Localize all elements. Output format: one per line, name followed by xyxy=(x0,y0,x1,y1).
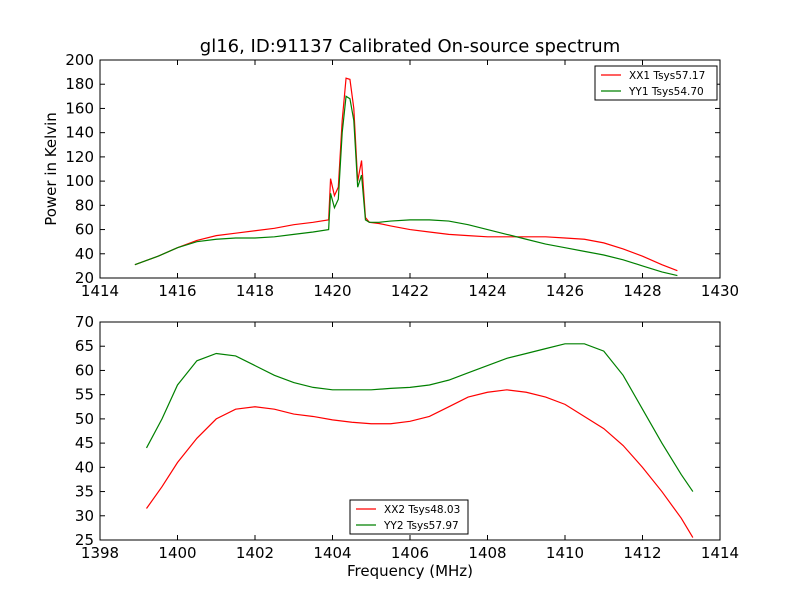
series-line-xx xyxy=(134,77,678,272)
y-axis-label: Power in Kelvin xyxy=(42,112,60,226)
legend-box xyxy=(349,499,469,535)
y-tick-label: 35 xyxy=(75,483,94,501)
y-tick-label: 140 xyxy=(65,124,94,142)
chart-title: gl16, ID:91137 Calibrated On-source spec… xyxy=(200,36,620,57)
y-tick-label: 180 xyxy=(65,75,94,93)
x-tick-label: 1408 xyxy=(468,544,506,562)
y-tick-label: 55 xyxy=(75,386,94,404)
x-tick-label: 1400 xyxy=(158,544,196,562)
y-tick-label: 40 xyxy=(75,458,94,476)
y-tick-label: 70 xyxy=(75,313,94,331)
x-tick-label: 1426 xyxy=(546,282,584,300)
x-tick-label: 1428 xyxy=(623,282,661,300)
x-tick-label: 1414 xyxy=(701,544,739,562)
y-tick-label: 30 xyxy=(75,507,94,525)
series-line-xx xyxy=(146,389,694,538)
x-tick-label: 1414 xyxy=(81,282,119,300)
x-tick-label: 1416 xyxy=(158,282,196,300)
legend-entry: XX1 Tsys57.17 xyxy=(629,70,705,82)
x-tick-label: 1404 xyxy=(313,544,351,562)
x-tick-label: 1410 xyxy=(546,544,584,562)
y-tick-label: 60 xyxy=(75,221,94,239)
x-axis-label: Frequency (MHz) xyxy=(347,562,473,580)
x-tick-label: 1398 xyxy=(81,544,119,562)
y-tick-label: 45 xyxy=(75,434,94,452)
series-line-yy xyxy=(134,95,678,277)
y-tick-label: 200 xyxy=(65,51,94,69)
y-tick-label: 120 xyxy=(65,148,94,166)
y-tick-label: 50 xyxy=(75,410,94,428)
x-tick-label: 1406 xyxy=(391,544,429,562)
legend-entry: YY1 Tsys54.70 xyxy=(628,86,704,98)
x-tick-label: 1418 xyxy=(236,282,274,300)
y-tick-label: 25 xyxy=(75,531,94,549)
x-tick-label: 1420 xyxy=(313,282,351,300)
x-tick-label: 1422 xyxy=(391,282,429,300)
x-tick-label: 1430 xyxy=(701,282,739,300)
y-tick-label: 65 xyxy=(75,337,94,355)
legend-entry: XX2 Tsys48.03 xyxy=(384,504,460,516)
x-tick-label: 1412 xyxy=(623,544,661,562)
bottom-panel-chart: 1398 1400 1402 1404 1406 1408 1410 1412 1414 25 30… xyxy=(75,313,739,580)
legend: XX1 Tsys57.17 YY1 Tsys54.70 xyxy=(594,65,718,101)
legend-entry: YY2 Tsys57.97 xyxy=(383,520,459,532)
legend: XX2 Tsys48.03 YY2 Tsys57.97 xyxy=(349,499,469,535)
x-tick-label: 1402 xyxy=(236,544,274,562)
y-tick-label: 160 xyxy=(65,99,94,117)
legend-box xyxy=(594,65,718,101)
top-panel-chart: 1414 1416 1418 1420 1422 1424 1426 1428 1430 20 40… xyxy=(42,36,739,300)
y-tick-label: 80 xyxy=(75,196,94,214)
y-tick-label: 20 xyxy=(75,269,94,287)
y-tick-label: 60 xyxy=(75,361,94,379)
x-tick-label: 1424 xyxy=(468,282,506,300)
y-tick-label: 100 xyxy=(65,172,94,190)
y-tick-label: 40 xyxy=(75,245,94,263)
series-line-yy xyxy=(145,343,694,492)
